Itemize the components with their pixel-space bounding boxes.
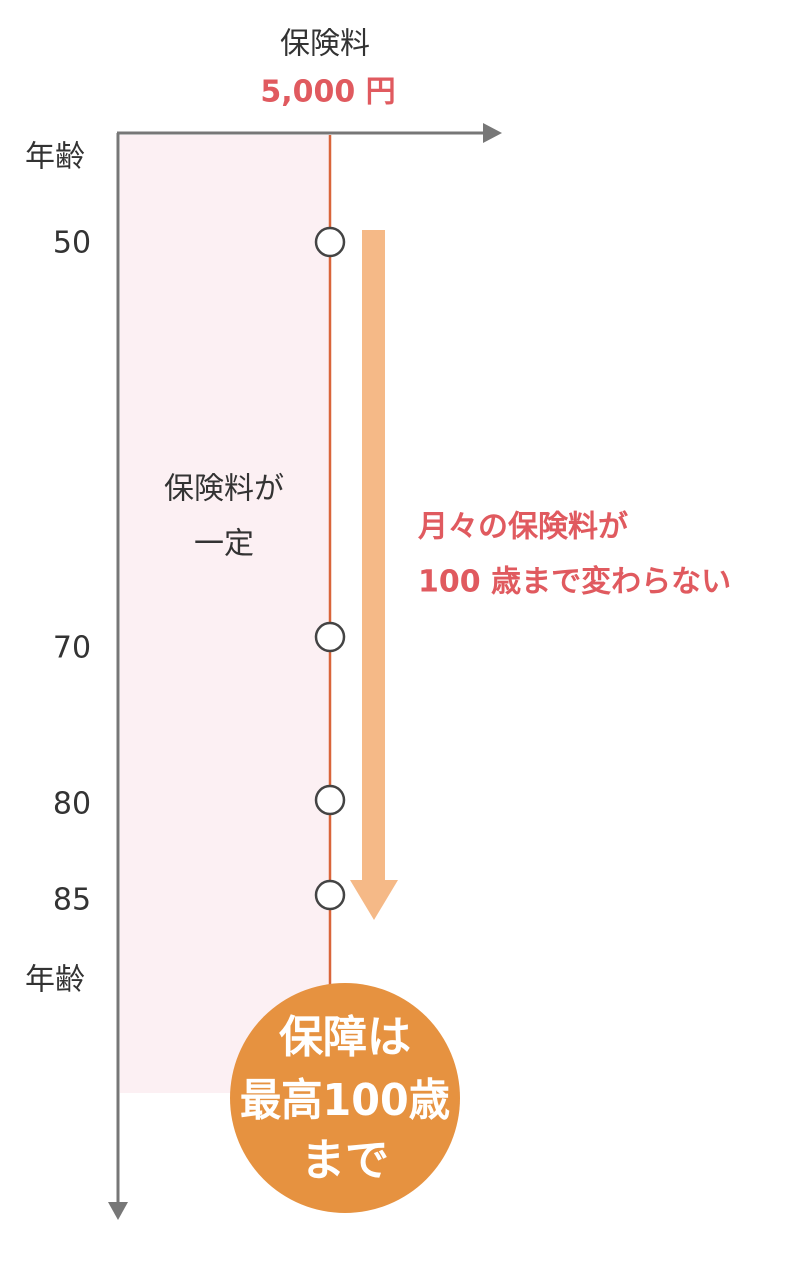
- badge-text: 保障は: [279, 1012, 411, 1063]
- band-label: 保険料が: [164, 472, 284, 507]
- age-point: [314, 879, 346, 911]
- axis-arrow: [483, 123, 502, 143]
- note: 月々の保険料が: [418, 510, 628, 545]
- constant-band: [120, 135, 330, 1093]
- axis-arrow: [108, 1202, 128, 1220]
- badge-text: 最高100歳: [240, 1075, 450, 1126]
- premium: 5,000 円: [260, 75, 395, 110]
- note: 100 歳まで変わらない: [418, 565, 731, 600]
- age-point: [314, 621, 346, 653]
- flow-arrow-head: [350, 880, 398, 920]
- age-point: [314, 226, 346, 258]
- axis-label: 年齢: [25, 140, 85, 175]
- age-label: 70: [53, 631, 91, 666]
- badge-text: まで: [301, 1135, 389, 1186]
- age-point: [314, 784, 346, 816]
- badge: [230, 983, 460, 1213]
- age-label: 80: [53, 787, 91, 822]
- age-label: 85: [53, 883, 91, 918]
- age-label: 50: [53, 226, 91, 261]
- title: 保険料: [280, 27, 370, 62]
- flow-arrow: [362, 230, 385, 882]
- axis-label: 年齢: [25, 963, 85, 998]
- band-label: 一定: [194, 527, 254, 562]
